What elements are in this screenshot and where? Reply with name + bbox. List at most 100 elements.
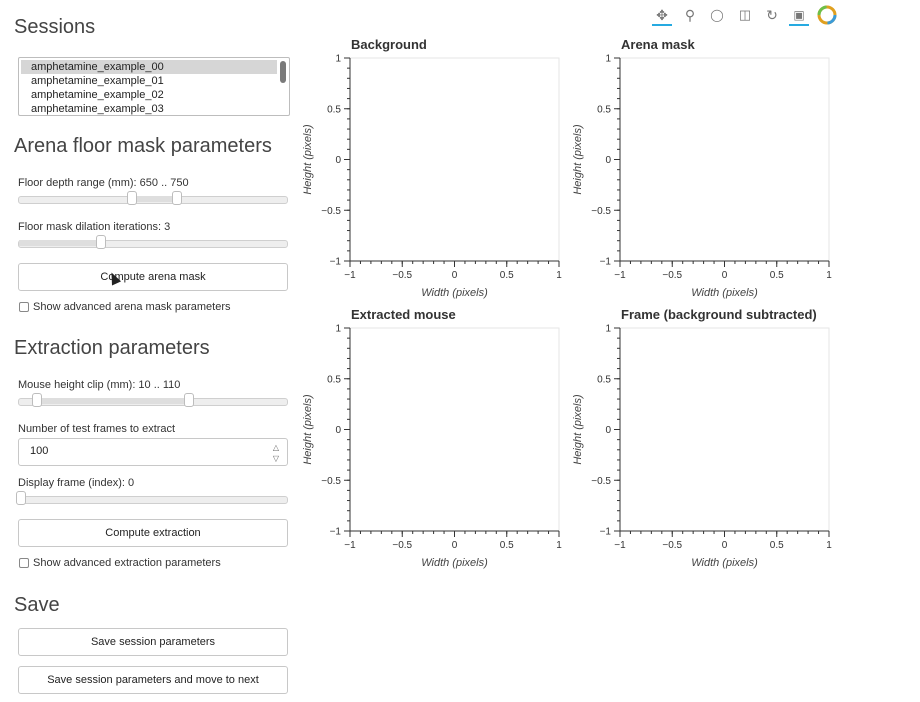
- x-tick-label: 0.5: [500, 540, 514, 551]
- x-tick-label: −1: [614, 540, 626, 551]
- x-tick-label: −0.5: [662, 270, 682, 281]
- y-axis-label: Height (pixels): [302, 394, 314, 465]
- y-tick-label: −1: [600, 257, 612, 268]
- floor-depth-min-handle[interactable]: [127, 191, 137, 205]
- x-tick-label: −0.5: [392, 540, 412, 551]
- y-axis-label: Height (pixels): [302, 124, 314, 195]
- session-item-1[interactable]: amphetamine_example_01: [31, 75, 164, 87]
- floor-depth-label: Floor depth range (mm): 650 .. 750: [18, 177, 189, 189]
- dilation-label: Floor mask dilation iterations: 3: [18, 221, 171, 233]
- y-tick-label: 1: [605, 54, 611, 65]
- x-tick-label: −1: [344, 270, 356, 281]
- save-and-next-button[interactable]: Save session parameters and move to next: [18, 666, 288, 694]
- advanced-extraction-checkbox[interactable]: [19, 558, 29, 568]
- y-tick-label: −1: [330, 527, 342, 538]
- plot-title: Extracted mouse: [351, 307, 456, 322]
- plot-title: Background: [351, 37, 427, 52]
- save-session-button[interactable]: Save session parameters: [18, 628, 288, 656]
- y-tick-label: 1: [335, 54, 341, 65]
- floor-depth-max-handle[interactable]: [172, 191, 182, 205]
- hover-icon[interactable]: ▣: [789, 6, 809, 26]
- y-tick-label: 0: [605, 155, 611, 166]
- y-tick-label: 0.5: [597, 374, 611, 385]
- pan-icon[interactable]: ✥: [652, 6, 672, 26]
- plot-area[interactable]: [349, 57, 560, 262]
- x-tick-label: −0.5: [392, 270, 412, 281]
- x-axis-label: Width (pixels): [691, 557, 758, 569]
- y-tick-label: −0.5: [591, 206, 611, 217]
- x-tick-label: 0.5: [500, 270, 514, 281]
- extraction-heading: Extraction parameters: [14, 337, 210, 359]
- sessions-heading: Sessions: [14, 16, 96, 38]
- x-tick-label: 0.5: [770, 270, 784, 281]
- x-tick-label: −1: [614, 270, 626, 281]
- spin-up-icon[interactable]: △: [272, 443, 279, 452]
- display-frame-handle[interactable]: [16, 491, 26, 505]
- num-frames-input[interactable]: 100 △ ▽: [18, 438, 288, 466]
- x-tick-label: 0: [722, 540, 728, 551]
- y-tick-label: 1: [335, 324, 341, 335]
- y-tick-label: 0.5: [597, 104, 611, 115]
- x-tick-label: 0: [722, 270, 728, 281]
- num-frames-value: 100: [30, 445, 49, 457]
- sessions-listbox[interactable]: amphetamine_example_00 amphetamine_examp…: [18, 57, 290, 116]
- y-tick-label: 0: [605, 425, 611, 436]
- spin-down-icon[interactable]: ▽: [272, 454, 279, 463]
- plot-area[interactable]: [349, 327, 560, 532]
- plot-1[interactable]: Background −1 −0.5 0 0.5 1 1 0.5 0 −0.5 −1 Width (p…: [300, 30, 570, 300]
- dilation-slider[interactable]: [18, 235, 288, 249]
- session-item-3[interactable]: amphetamine_example_03: [31, 103, 164, 115]
- floor-depth-slider[interactable]: [18, 191, 288, 205]
- plot-4[interactable]: Frame (background subtracted) −1 −0.5 0 0.5 1…: [570, 300, 840, 570]
- x-tick-label: 0: [452, 540, 458, 551]
- display-frame-slider[interactable]: [16, 491, 288, 505]
- x-tick-label: 0: [452, 270, 458, 281]
- height-clip-min-handle[interactable]: [32, 393, 42, 407]
- sessions-scrollbar[interactable]: [280, 61, 286, 83]
- compute-arena-mask-button[interactable]: Compute arena mask: [18, 263, 288, 291]
- x-axis-label: Width (pixels): [421, 287, 488, 299]
- y-tick-label: 0.5: [327, 374, 341, 385]
- x-tick-label: 1: [556, 270, 562, 281]
- wheel-zoom-icon[interactable]: ◯: [710, 8, 724, 22]
- session-item-2[interactable]: amphetamine_example_02: [31, 89, 164, 101]
- save-heading: Save: [14, 594, 60, 616]
- plot-title: Arena mask: [621, 37, 695, 52]
- num-frames-label: Number of test frames to extract: [18, 423, 176, 435]
- compute-extraction-button[interactable]: Compute extraction: [18, 519, 288, 547]
- x-tick-label: 1: [826, 270, 832, 281]
- height-clip-max-handle[interactable]: [184, 393, 194, 407]
- x-axis-label: Width (pixels): [421, 557, 488, 569]
- x-tick-label: −0.5: [662, 540, 682, 551]
- bokeh-logo-icon[interactable]: [817, 5, 837, 25]
- advanced-arena-label: Show advanced arena mask parameters: [33, 301, 231, 313]
- y-tick-label: −0.5: [321, 206, 341, 217]
- y-axis-label: Height (pixels): [572, 394, 584, 465]
- y-tick-label: 0.5: [327, 104, 341, 115]
- x-tick-label: −1: [344, 540, 356, 551]
- dilation-handle[interactable]: [96, 235, 106, 249]
- height-clip-slider[interactable]: [18, 393, 288, 407]
- box-zoom-icon[interactable]: ⚲: [684, 7, 696, 23]
- plot-area[interactable]: [619, 57, 830, 262]
- y-tick-label: −0.5: [321, 476, 341, 487]
- y-tick-label: −1: [600, 527, 612, 538]
- save-icon[interactable]: ◫: [738, 7, 752, 22]
- advanced-extraction-label: Show advanced extraction parameters: [33, 557, 221, 569]
- reset-icon[interactable]: ↻: [766, 7, 778, 23]
- y-tick-label: 0: [335, 425, 341, 436]
- x-tick-label: 1: [556, 540, 562, 551]
- plot-2[interactable]: Arena mask −1 −0.5 0 0.5 1 1 0.5 0 −0.5 −1 Width (p…: [570, 30, 840, 300]
- plot-3[interactable]: Extracted mouse −1 −0.5 0 0.5 1 1 0.5 0 −0.5 −1 Wid…: [300, 300, 570, 570]
- x-tick-label: 1: [826, 540, 832, 551]
- plot-title: Frame (background subtracted): [621, 307, 817, 322]
- plot-area[interactable]: [619, 327, 830, 532]
- y-tick-label: 0: [335, 155, 341, 166]
- x-tick-label: 0.5: [770, 540, 784, 551]
- y-tick-label: −1: [330, 257, 342, 268]
- height-clip-label: Mouse height clip (mm): 10 .. 110: [18, 379, 181, 391]
- advanced-arena-checkbox[interactable]: [19, 302, 29, 312]
- arena-heading: Arena floor mask parameters: [14, 135, 272, 157]
- session-item-0[interactable]: amphetamine_example_00: [21, 60, 277, 74]
- x-axis-label: Width (pixels): [691, 287, 758, 299]
